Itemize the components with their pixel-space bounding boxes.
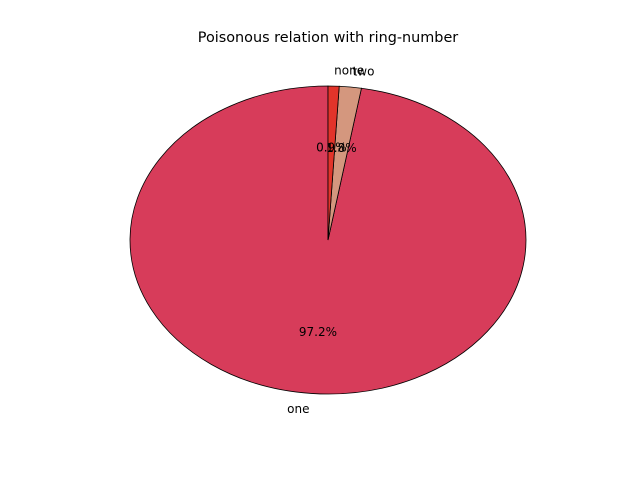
pie-slice-none [327, 85, 340, 241]
pct-label-one: 97.2% [299, 325, 337, 339]
slice-label-none: none [334, 64, 364, 78]
pie-slices [129, 85, 527, 395]
chart-title: Poisonous relation with ring-number [198, 30, 459, 46]
slice-label-two: two [353, 65, 375, 79]
pie-labels: one 97.2% two 1.8% none 0.9% [287, 64, 374, 416]
pct-label-none: 0.9% [316, 141, 347, 155]
pct-label-two: 1.8% [326, 141, 357, 155]
slice-label-one: one [287, 402, 309, 416]
